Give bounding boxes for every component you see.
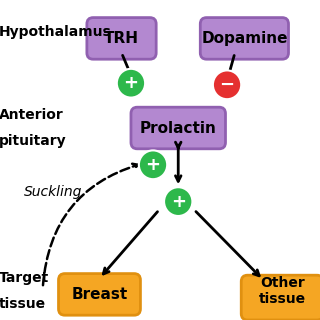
Text: Other
tissue: Other tissue xyxy=(259,276,306,306)
Text: Hypothalamus: Hypothalamus xyxy=(0,25,111,39)
FancyBboxPatch shape xyxy=(131,107,226,149)
Text: Target: Target xyxy=(0,271,49,285)
Circle shape xyxy=(164,187,192,216)
Text: Suckling: Suckling xyxy=(24,185,82,199)
Circle shape xyxy=(139,150,167,179)
Text: TRH: TRH xyxy=(104,31,139,46)
Text: +: + xyxy=(171,193,186,211)
FancyBboxPatch shape xyxy=(241,275,320,320)
Text: +: + xyxy=(146,156,161,174)
Circle shape xyxy=(213,70,241,99)
Circle shape xyxy=(117,69,145,98)
Text: +: + xyxy=(124,74,139,92)
Text: Anterior: Anterior xyxy=(0,108,63,122)
FancyBboxPatch shape xyxy=(200,18,289,59)
FancyBboxPatch shape xyxy=(59,274,140,315)
Text: Dopamine: Dopamine xyxy=(201,31,288,46)
Text: pituitary: pituitary xyxy=(0,134,66,148)
Text: −: − xyxy=(220,76,235,94)
Text: Breast: Breast xyxy=(71,287,128,302)
Text: tissue: tissue xyxy=(0,297,46,311)
Text: Prolactin: Prolactin xyxy=(140,121,217,135)
FancyBboxPatch shape xyxy=(87,18,156,59)
